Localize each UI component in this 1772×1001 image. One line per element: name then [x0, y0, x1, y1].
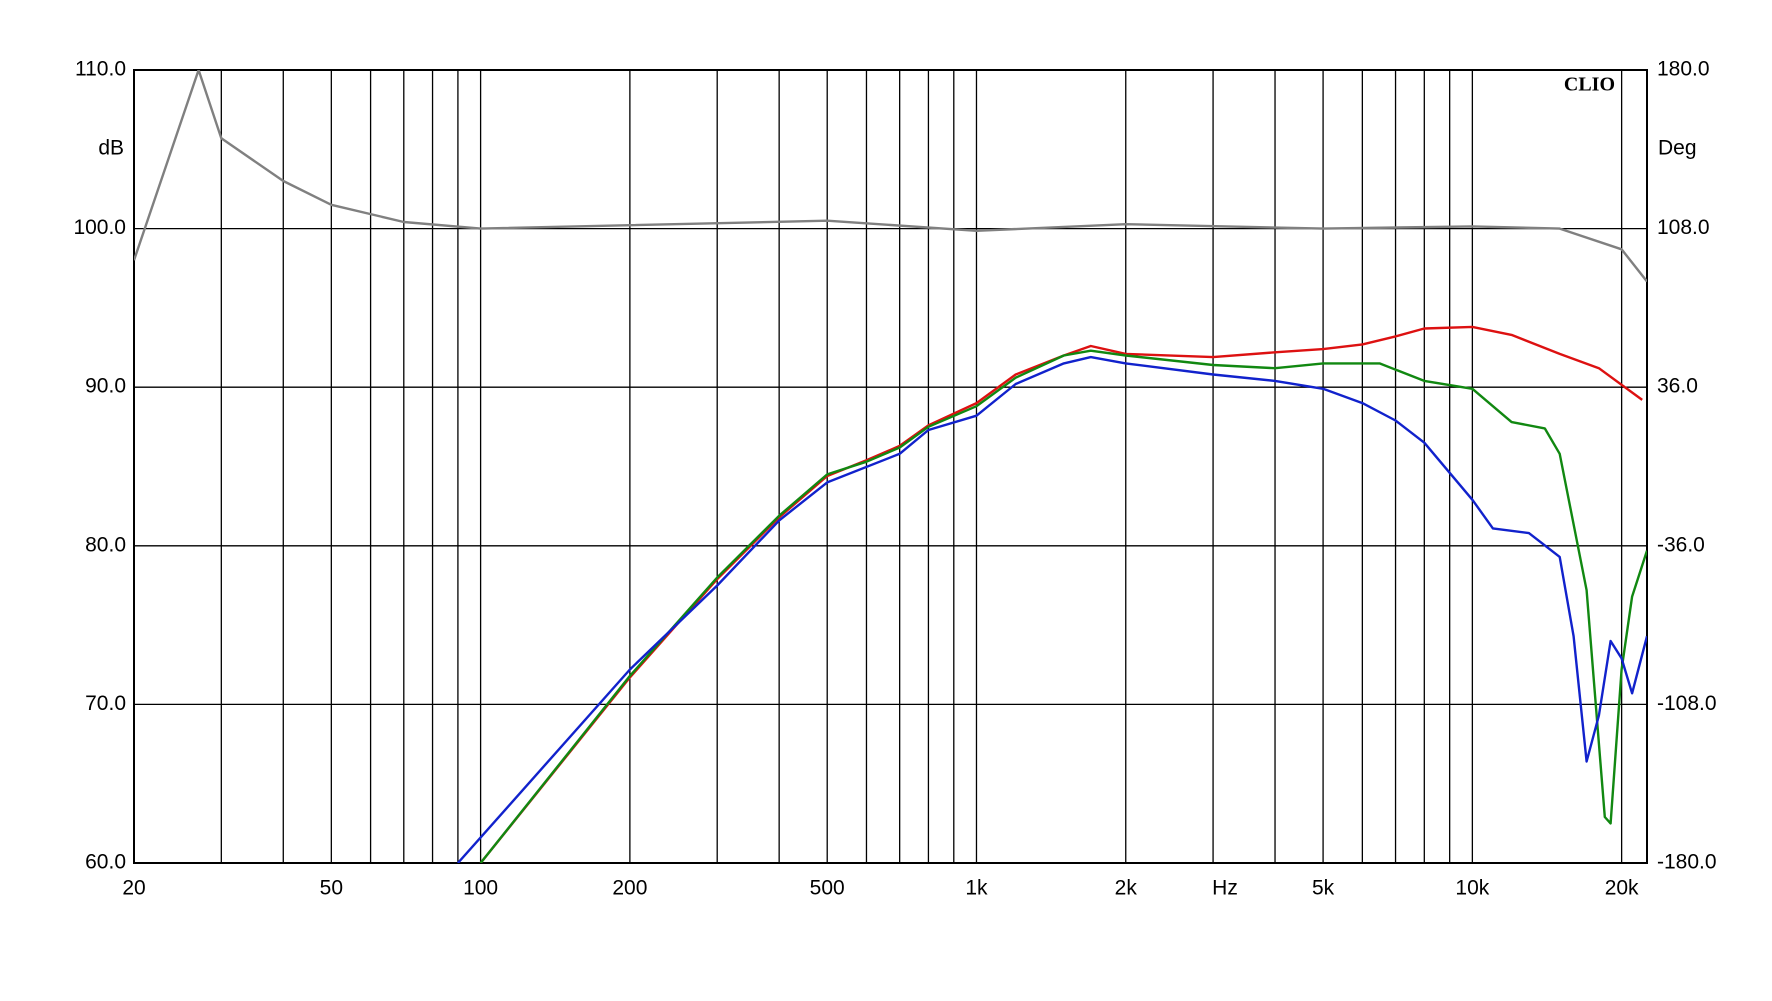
y-tick-label: 70.0 — [85, 692, 126, 715]
x-tick-label: 2k — [1115, 877, 1138, 900]
plot-frame — [133, 69, 1648, 864]
y2-tick-label: -36.0 — [1657, 533, 1705, 556]
series-line — [479, 325, 1643, 863]
y-tick-label: 60.0 — [85, 851, 126, 874]
y2-axis-label: Deg — [1658, 137, 1697, 160]
x-tick-label: 100 — [463, 877, 498, 900]
x-tick-label: 5k — [1312, 877, 1335, 900]
x-tick-label: 10k — [1455, 877, 1489, 900]
x-tick-label: 50 — [320, 877, 343, 900]
x-axis-label: Hz — [1212, 877, 1238, 900]
y2-tick-label: 36.0 — [1657, 375, 1698, 398]
y2-tick-label: -108.0 — [1657, 692, 1717, 715]
y-tick-label: 90.0 — [85, 375, 126, 398]
x-tick-label: 200 — [612, 877, 647, 900]
y2-tick-label: -180.0 — [1657, 851, 1717, 874]
series-line — [479, 349, 1647, 863]
x-tick-label: 20k — [1605, 877, 1639, 900]
series-line — [457, 355, 1647, 863]
y2-tick-label: 108.0 — [1657, 216, 1710, 239]
y-axis-label: dB — [98, 137, 124, 160]
x-tick-label: 20 — [122, 877, 145, 900]
x-tick-label: 1k — [965, 877, 988, 900]
y-tick-label: 100.0 — [73, 216, 126, 239]
x-tick-label: 500 — [810, 877, 845, 900]
series-line — [134, 70, 1647, 283]
y-tick-label: 80.0 — [85, 533, 126, 556]
y-tick-label: 110.0 — [75, 58, 126, 81]
y2-tick-label: 180.0 — [1657, 58, 1710, 81]
watermark: CLIO — [1564, 74, 1615, 96]
